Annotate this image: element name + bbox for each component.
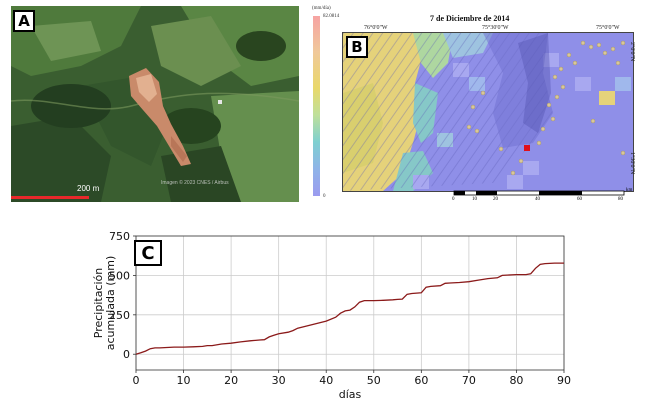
panel-label-b: B <box>346 36 368 58</box>
scalebar-tick-60: 60 <box>577 197 582 202</box>
x-tick-label: 10 <box>177 374 191 387</box>
colorbar-unit: (mm/día) <box>312 6 331 11</box>
scalebar-tick-20: 20 <box>493 197 498 202</box>
y-tick-label: 250 <box>109 309 130 322</box>
lon-label-3: 75°0'0"W <box>596 25 620 31</box>
colorbar-min: 0 <box>323 194 326 199</box>
scale-text: 200 m <box>77 184 100 193</box>
chart-svg: 0 10 20 30 40 50 60 70 80 90 0 250 500 750 días Precipi… <box>92 230 571 401</box>
scalebar-tick-80: 80 <box>618 197 623 202</box>
map-scalebar <box>453 190 625 196</box>
scalebar-unit: km <box>626 188 633 193</box>
x-tick-label: 0 <box>133 374 140 387</box>
panel-label-a: A <box>13 10 35 32</box>
y-axis-label-line: acumulada (mm) <box>104 256 117 350</box>
event-marker <box>524 145 530 151</box>
y-tick-label: 750 <box>109 230 130 243</box>
lon-label-2: 75°30'0"W <box>482 25 509 31</box>
x-tick-label: 50 <box>367 374 381 387</box>
plot-frame <box>135 235 565 371</box>
x-tick-label: 60 <box>414 374 428 387</box>
satellite-image <box>11 6 299 202</box>
series-line <box>135 262 564 355</box>
map-title: 7 de Diciembre de 2014 <box>430 14 510 23</box>
x-tick-label: 70 <box>462 374 476 387</box>
panel-a-satellite-image: 200 m Imagen © 2023 CNES / Airbus A <box>11 6 299 202</box>
imagery-credit: Imagen © 2023 CNES / Airbus <box>161 180 229 186</box>
y-axis-label-line: Precipitación <box>92 268 105 339</box>
y-tick-label: 0 <box>123 348 130 361</box>
panel-label-c: C <box>134 240 162 266</box>
lat-label-1: 2°0'0"N <box>629 42 635 62</box>
y-axis-label: Precipitación acumulada (mm) <box>92 256 117 350</box>
scalebar-tick-0: 0 <box>452 197 455 202</box>
x-tick-label: 40 <box>319 374 333 387</box>
colorbar <box>313 16 320 196</box>
x-axis-label: días <box>339 388 362 401</box>
scalebar-tick-10: 10 <box>472 197 477 202</box>
panel-c-precipitation-chart: C 0 10 20 30 40 50 60 70 80 90 0 250 500 750 días Preci… <box>84 228 574 406</box>
scalebar-tick-40: 40 <box>535 197 540 202</box>
x-tick-label: 80 <box>509 374 523 387</box>
lon-label-1: 76°0'0"W <box>364 25 388 31</box>
y-tick-label: 500 <box>109 269 130 282</box>
colorbar-max: 82.0814 <box>323 14 340 19</box>
scale-bar <box>11 196 89 199</box>
lat-label-2: 1°30'0"N <box>629 152 635 175</box>
x-tick-label: 20 <box>224 374 238 387</box>
map-area <box>342 32 634 192</box>
panel-b-rainfall-map: (mm/día) 82.0814 0 7 de Diciembre de 201… <box>312 4 648 218</box>
x-tick-label: 30 <box>272 374 286 387</box>
x-tick-label: 90 <box>557 374 571 387</box>
